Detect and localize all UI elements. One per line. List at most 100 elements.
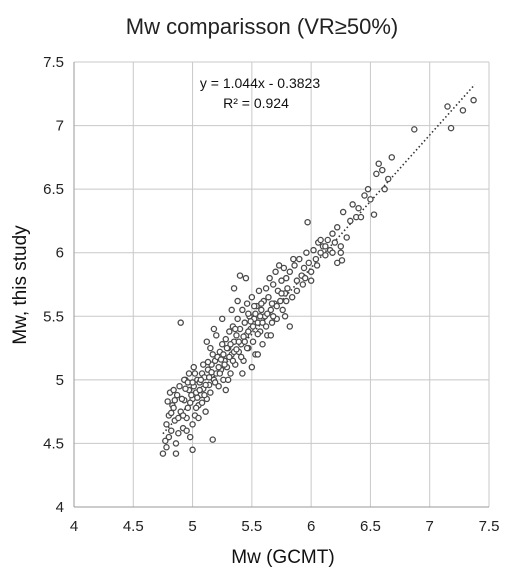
data-point [254,330,262,338]
data-point [269,313,277,320]
data-point [189,379,196,386]
data-point [175,414,182,422]
data-point [207,389,214,396]
data-point [202,408,209,415]
data-point [226,328,233,335]
data-point [370,211,378,218]
data-point [226,353,233,361]
data-point [249,323,257,330]
y-tick-label: 7.5 [43,54,64,71]
data-point [243,300,251,307]
data-point [248,363,256,371]
data-point [233,332,240,339]
data-point [411,126,418,133]
data-point [215,382,222,390]
data-point [277,297,284,305]
data-point [307,268,315,276]
data-point [307,277,315,284]
data-point [241,338,248,345]
data-point [198,399,206,406]
data-point [266,274,273,282]
data-point [322,252,329,259]
data-point [329,230,336,237]
data-point [258,300,265,307]
data-point [236,272,244,279]
data-point [245,328,252,335]
data-point [313,262,321,269]
data-point [248,293,256,301]
data-point [272,268,279,276]
data-point [189,421,196,428]
data-point [175,430,182,437]
data-point [381,185,388,193]
data-point [337,249,345,256]
data-point [249,338,257,345]
data-point [189,446,196,454]
data-point [242,274,250,282]
data-point [216,370,224,377]
scatter-points [159,96,477,457]
data-point [211,379,219,386]
data-point [165,433,173,441]
data-point [324,236,331,244]
data-point [317,236,324,244]
grid-lines [73,61,490,508]
data-point [218,341,226,348]
data-point [233,346,240,353]
data-point [265,293,272,301]
data-point [259,319,266,326]
y-tick-label: 5 [56,372,64,389]
data-point [310,246,317,254]
data-point [207,344,214,352]
data-point [355,204,362,212]
data-point [190,363,198,371]
data-point [221,361,228,368]
data-point [250,302,258,310]
data-point [170,386,177,394]
data-point [217,356,225,363]
data-point [268,319,276,326]
data-point [213,332,220,339]
data-point [331,239,339,246]
data-point [459,107,467,114]
data-point [215,363,222,371]
data-point [293,277,301,284]
data-point [470,96,477,104]
data-point [343,234,350,241]
data-point [258,306,265,314]
data-point [173,391,181,399]
data-point [234,315,241,323]
data-point [337,243,345,250]
data-point [288,293,296,301]
data-point [176,382,183,390]
data-point [312,255,320,263]
data-point [209,351,216,358]
y-tick-label: 4.5 [43,435,64,452]
data-point [239,370,246,377]
data-point [194,394,201,401]
data-point [252,310,259,317]
data-point [232,325,239,333]
data-point [262,285,270,292]
data-point [195,414,202,422]
data-point [170,404,177,412]
data-point [349,201,356,208]
y-tick-label: 4 [56,499,64,516]
x-tick-label: 7 [426,518,434,535]
data-point [280,264,288,272]
data-point [444,103,451,110]
data-point [239,306,246,314]
data-point [322,243,329,250]
data-point [269,281,277,288]
data-point [375,160,382,167]
data-point [222,386,230,394]
data-point [235,338,243,345]
data-point [304,218,311,226]
data-point [301,274,309,282]
data-point [171,396,179,404]
data-point [259,341,266,348]
data-point [163,443,170,451]
data-point [286,268,294,276]
data-point [293,287,301,295]
